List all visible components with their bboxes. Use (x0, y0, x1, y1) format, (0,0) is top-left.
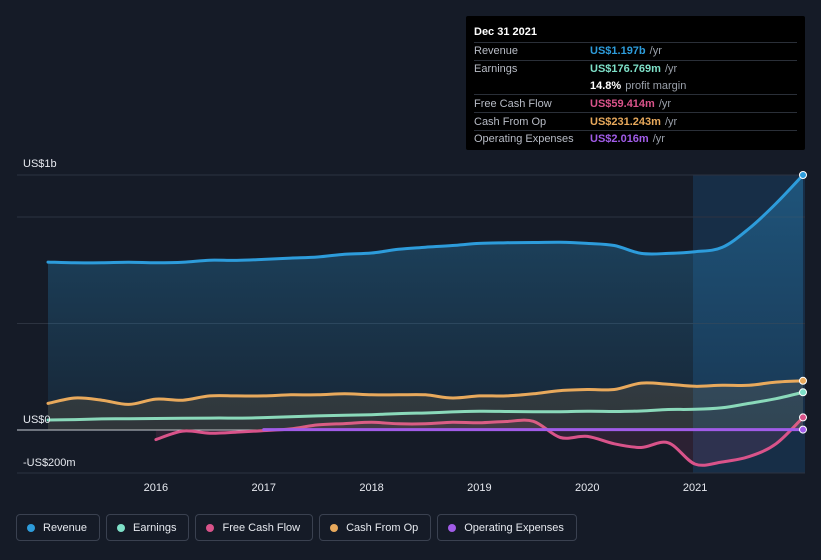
legend-label: Cash From Op (346, 521, 419, 534)
revenue-area (48, 175, 803, 430)
legend-item-operating-expenses[interactable]: Operating Expenses (437, 514, 577, 541)
tooltip-row: Revenue US$1.197b/yr (474, 42, 797, 60)
tooltip-row-label: Operating Expenses (474, 133, 574, 146)
tooltip-row: Earnings US$176.769m/yr (474, 59, 797, 78)
tooltip-row-value: US$59.414m (590, 97, 655, 110)
x-tick-label: 2017 (251, 482, 275, 494)
revenue-line (46, 173, 805, 265)
legend-label: Free Cash Flow (222, 521, 301, 534)
series-layer (46, 173, 805, 467)
revenue-end-marker (799, 171, 807, 179)
y-axis-labels: US$1b US$0 -US$200m (23, 158, 76, 469)
tooltip-rows: Revenue US$1.197b/yr Earnings US$176.769m/y… (474, 42, 797, 148)
end-markers (799, 171, 807, 434)
legend-dot-icon (448, 523, 457, 532)
tooltip-date: Dec 31 2021 (474, 26, 537, 38)
legend-label: Revenue (43, 521, 88, 534)
tooltip-row-unit: /yr (658, 97, 672, 110)
legend-item-earnings[interactable]: Earnings (106, 514, 190, 541)
tooltip-row-label: Earnings (474, 63, 518, 76)
y-tick-label: US$1b (23, 158, 57, 170)
tooltip-row-unit: /yr (649, 45, 662, 58)
x-tick-label: 2021 (683, 482, 707, 494)
tooltip-row-unit: /yr (664, 115, 678, 128)
cash-from-op-area (48, 380, 803, 430)
x-tick-label: 2018 (359, 482, 383, 494)
tooltip-row-value: US$2.016m (590, 133, 649, 146)
earnings-line (46, 390, 805, 422)
tooltip-row: Free Cash Flow US$59.414m/yr (474, 94, 797, 112)
x-tick-label: 2019 (467, 482, 491, 494)
tooltip-row-unit: profit margin (625, 79, 687, 92)
data-tooltip: Dec 31 2021 Revenue US$1.197b/yr Earnings U… (466, 16, 805, 150)
tooltip-row-value: 14.8% (590, 79, 622, 92)
x-axis-labels: 2016 2017 2018 2019 2020 2021 (144, 482, 708, 494)
tooltip-row-unit: /yr (652, 133, 665, 146)
tooltip-row-value: US$1.197b (590, 45, 646, 58)
tooltip-row: Operating Expenses US$2.016m/yr (474, 129, 797, 148)
y-tick-label: -US$200m (23, 457, 76, 469)
legend-dot-icon (330, 523, 339, 532)
x-tick-label: 2016 (144, 482, 168, 494)
tooltip-row-label: Revenue (474, 45, 519, 58)
legend-item-cash-from-op[interactable]: Cash From Op (319, 514, 432, 541)
tooltip-row-value: US$231.243m (590, 115, 661, 128)
legend-label: Earnings (133, 521, 177, 534)
legend-item-revenue[interactable]: Revenue (16, 514, 101, 541)
legend-dot-icon (206, 523, 215, 532)
tooltip-row-value: US$176.769m (590, 63, 661, 76)
tooltip-row: Cash From Op US$231.243m/yr (474, 112, 797, 130)
tooltip-row-unit: /yr (664, 63, 678, 76)
legend-label: Operating Expenses (464, 521, 564, 534)
legend-dot-icon (27, 523, 35, 532)
tooltip-row-label: Free Cash Flow (474, 97, 552, 110)
earnings-end-marker (799, 388, 807, 397)
chart-legend: Revenue Earnings Free Cash Flow Cash From O… (16, 514, 577, 541)
legend-dot-icon (117, 523, 126, 532)
tooltip-row-label: Cash From Op (474, 115, 547, 128)
y-tick-label: US$0 (23, 414, 51, 426)
free-cash-flow-end-marker (799, 413, 807, 422)
cash-from-op-line (46, 379, 805, 406)
operating-expenses-end-marker (799, 425, 807, 434)
cash-from-op-end-marker (799, 376, 807, 385)
tooltip-row: 14.8% profit margin (474, 78, 797, 95)
x-tick-label: 2020 (575, 482, 599, 494)
legend-item-free-cash-flow[interactable]: Free Cash Flow (195, 514, 314, 541)
